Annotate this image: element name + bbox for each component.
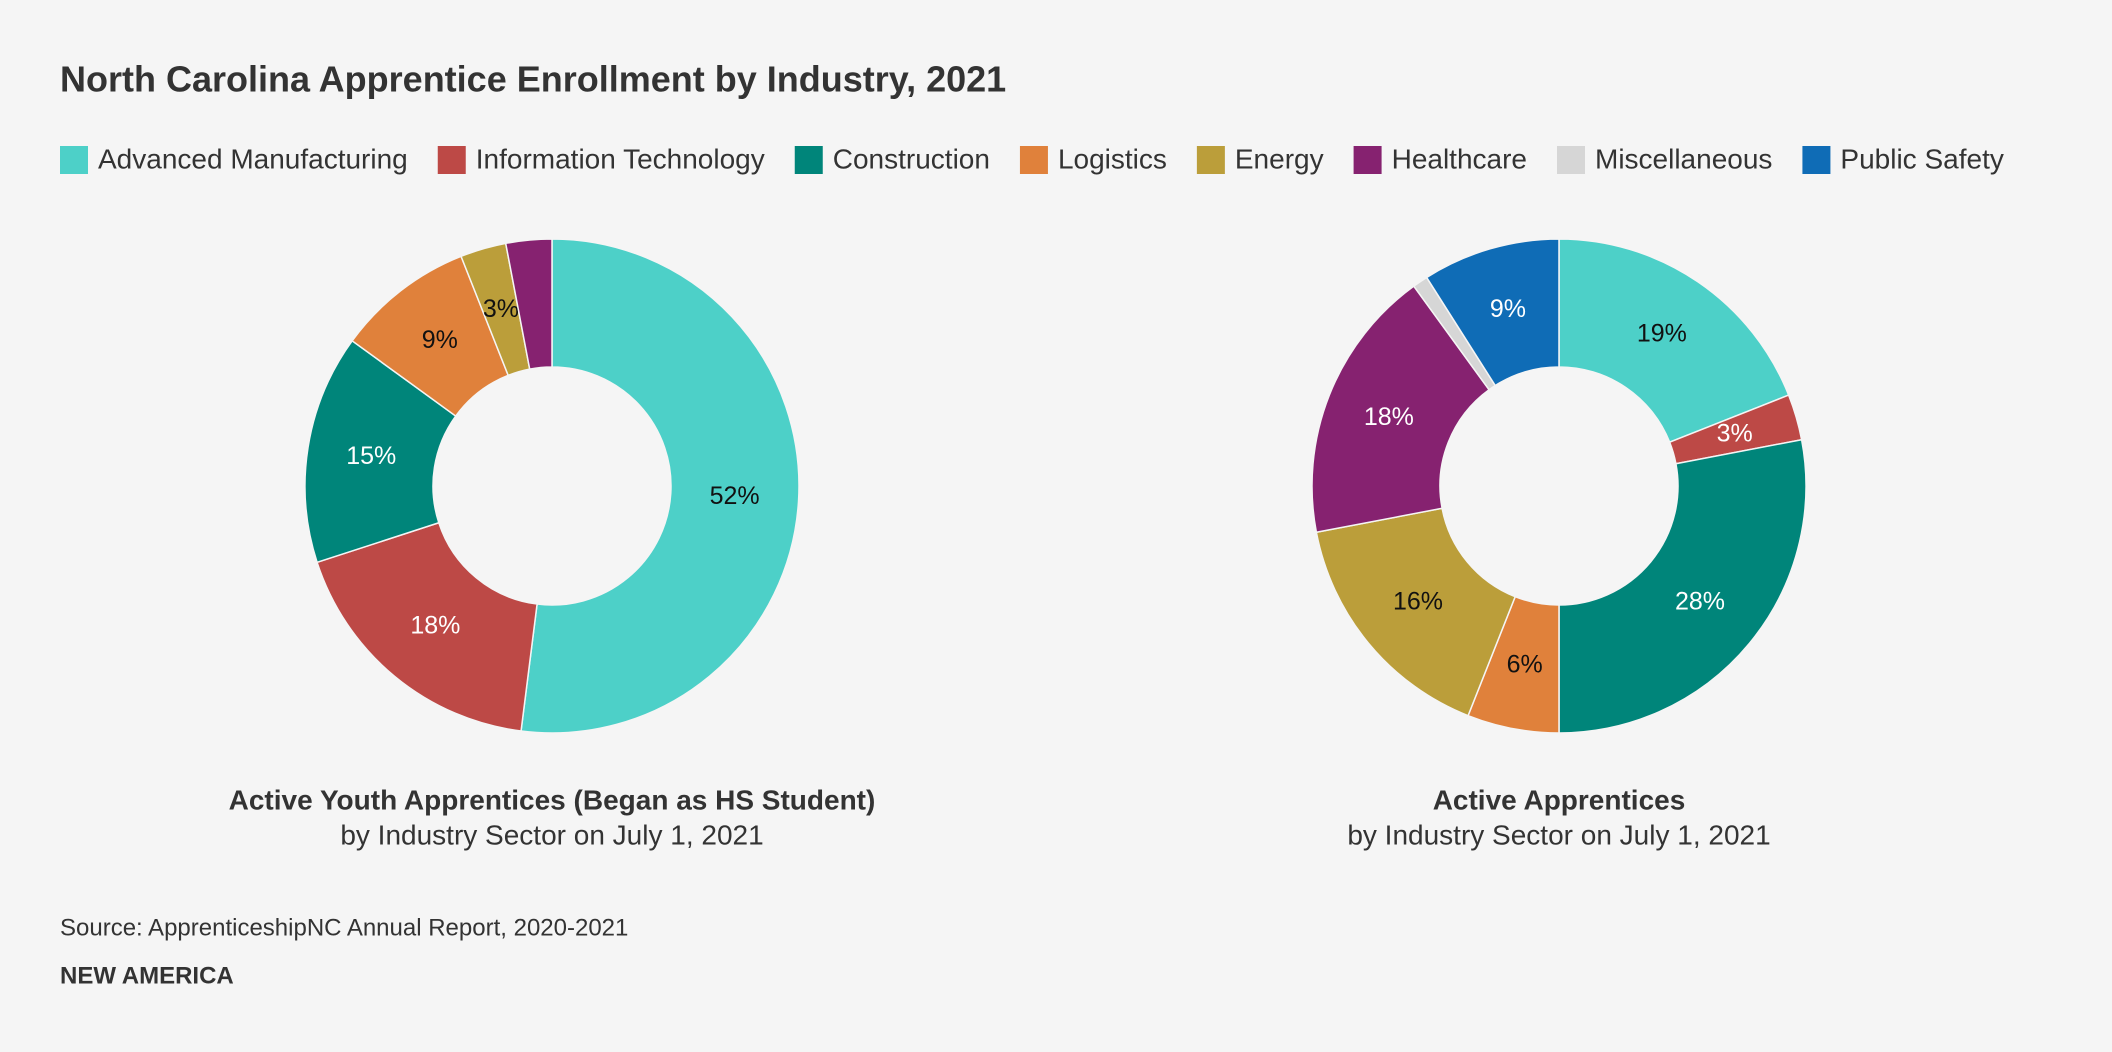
donut-slice (304, 339, 457, 564)
slice-label: 15% (346, 442, 396, 470)
slice-label: 18% (1364, 403, 1414, 431)
chart-title: Active Youth Apprentices (Began as HS St… (229, 784, 876, 815)
legend-label: Healthcare (1392, 143, 1527, 174)
legend-swatch (1196, 146, 1225, 174)
brand: NEW AMERICA (60, 962, 234, 989)
donut-slice (1311, 285, 1491, 534)
source: Source: ApprenticeshipNC Annual Report, … (60, 914, 628, 941)
slice-label: 52% (710, 482, 760, 510)
slice-label: 9% (1490, 295, 1526, 323)
legend-swatch (1019, 146, 1048, 174)
legend-swatch (1557, 146, 1585, 174)
slice-label: 6% (1507, 650, 1543, 678)
donut-slice (316, 521, 538, 732)
slice-label: 16% (1393, 587, 1443, 615)
slice-label: 18% (410, 612, 460, 640)
legend-label: Public Safety (1840, 143, 2003, 174)
legend-swatch (437, 146, 466, 174)
legend-label: Information Technology (476, 143, 765, 174)
donut-slice (1425, 238, 1560, 387)
slice-label: 19% (1637, 319, 1687, 347)
legend-label: Construction (833, 143, 990, 174)
donut-slice (1558, 238, 1790, 444)
legend-label: Advanced Manufacturing (98, 143, 408, 174)
slice-label: 9% (422, 326, 458, 354)
donut-slice (504, 238, 553, 370)
chart-subtitle: by Industry Sector on July 1, 2021 (1347, 819, 1770, 850)
legend: Advanced Manufacturing Information Techno… (60, 143, 2004, 174)
donut-slice (1315, 507, 1517, 717)
chart-subtitle: by Industry Sector on July 1, 2021 (340, 819, 763, 850)
slice-label: 3% (483, 295, 519, 323)
legend-label: Miscellaneous (1595, 143, 1772, 174)
legend-swatch (1353, 146, 1382, 174)
legend-swatch (60, 146, 88, 174)
legend-label: Energy (1235, 143, 1324, 174)
donut-slice (520, 238, 800, 734)
slice-label: 28% (1675, 587, 1725, 615)
legend-swatch (794, 146, 823, 174)
page-title: North Carolina Apprentice Enrollment by … (60, 59, 1006, 100)
donut-slice (1558, 438, 1807, 734)
legend-swatch (1802, 146, 1831, 174)
slice-label: 3% (1717, 420, 1753, 448)
legend-label: Logistics (1058, 143, 1167, 174)
chart-title: Active Apprentices (1433, 784, 1686, 815)
